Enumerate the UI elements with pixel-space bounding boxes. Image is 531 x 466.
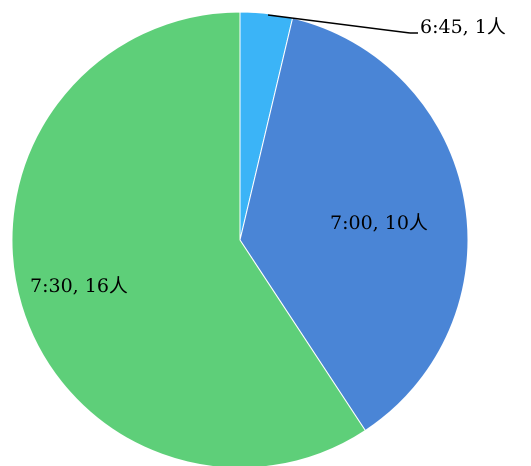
pie-slice-7-30 [11,11,366,466]
pie-slices [11,11,469,466]
data-label-7-30: 7:30, 16人 [30,275,128,297]
pie-slice-7-00 [239,17,469,432]
leader-line-6-45 [267,14,411,34]
data-label-6-45: 6:45, 1人 [420,16,506,38]
data-label-7-00: 7:00, 10人 [330,212,428,234]
